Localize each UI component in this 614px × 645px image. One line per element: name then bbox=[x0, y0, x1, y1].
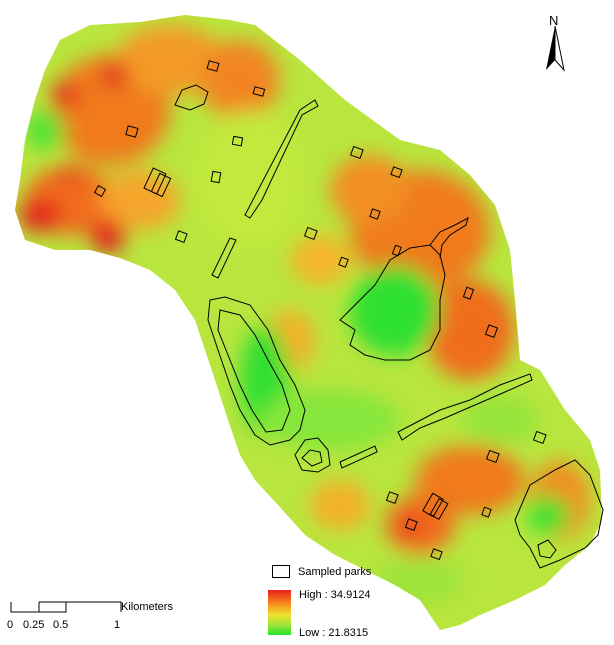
park-south-oval-inner bbox=[301, 449, 323, 467]
park-large-west-inner bbox=[217, 309, 291, 433]
park-legend-swatch bbox=[272, 565, 290, 578]
scale-tick-0-5: 0.5 bbox=[53, 619, 69, 631]
legend-high-label: High : 34.9124 bbox=[299, 589, 371, 601]
scale-bar bbox=[10, 601, 122, 613]
scale-tick-0: 0 bbox=[7, 619, 14, 631]
park-southeast-inner bbox=[537, 539, 557, 559]
park-central bbox=[339, 244, 446, 361]
north-arrow-icon bbox=[546, 25, 565, 72]
park-strip-short bbox=[211, 237, 237, 279]
sampled-parks bbox=[93, 60, 604, 569]
park-legend-label: Sampled parks bbox=[298, 566, 372, 578]
park-south-oval bbox=[294, 437, 331, 473]
park-southeast bbox=[514, 459, 604, 569]
legend-low-label: Low : 21.8315 bbox=[299, 627, 369, 639]
scale-unit-label: Kilometers bbox=[121, 601, 173, 613]
park-large-west bbox=[207, 296, 306, 446]
temperature-color-ramp bbox=[268, 590, 291, 635]
north-label: N bbox=[549, 13, 559, 28]
park-central-tail bbox=[429, 216, 469, 259]
scale-tick-0-25: 0.25 bbox=[23, 619, 45, 631]
park-northwest-dome bbox=[174, 84, 209, 111]
scale-tick-1: 1 bbox=[114, 619, 121, 631]
park-corridor-south bbox=[339, 445, 378, 469]
park-strip-diagonal bbox=[244, 99, 319, 219]
park-corridor bbox=[397, 373, 533, 441]
